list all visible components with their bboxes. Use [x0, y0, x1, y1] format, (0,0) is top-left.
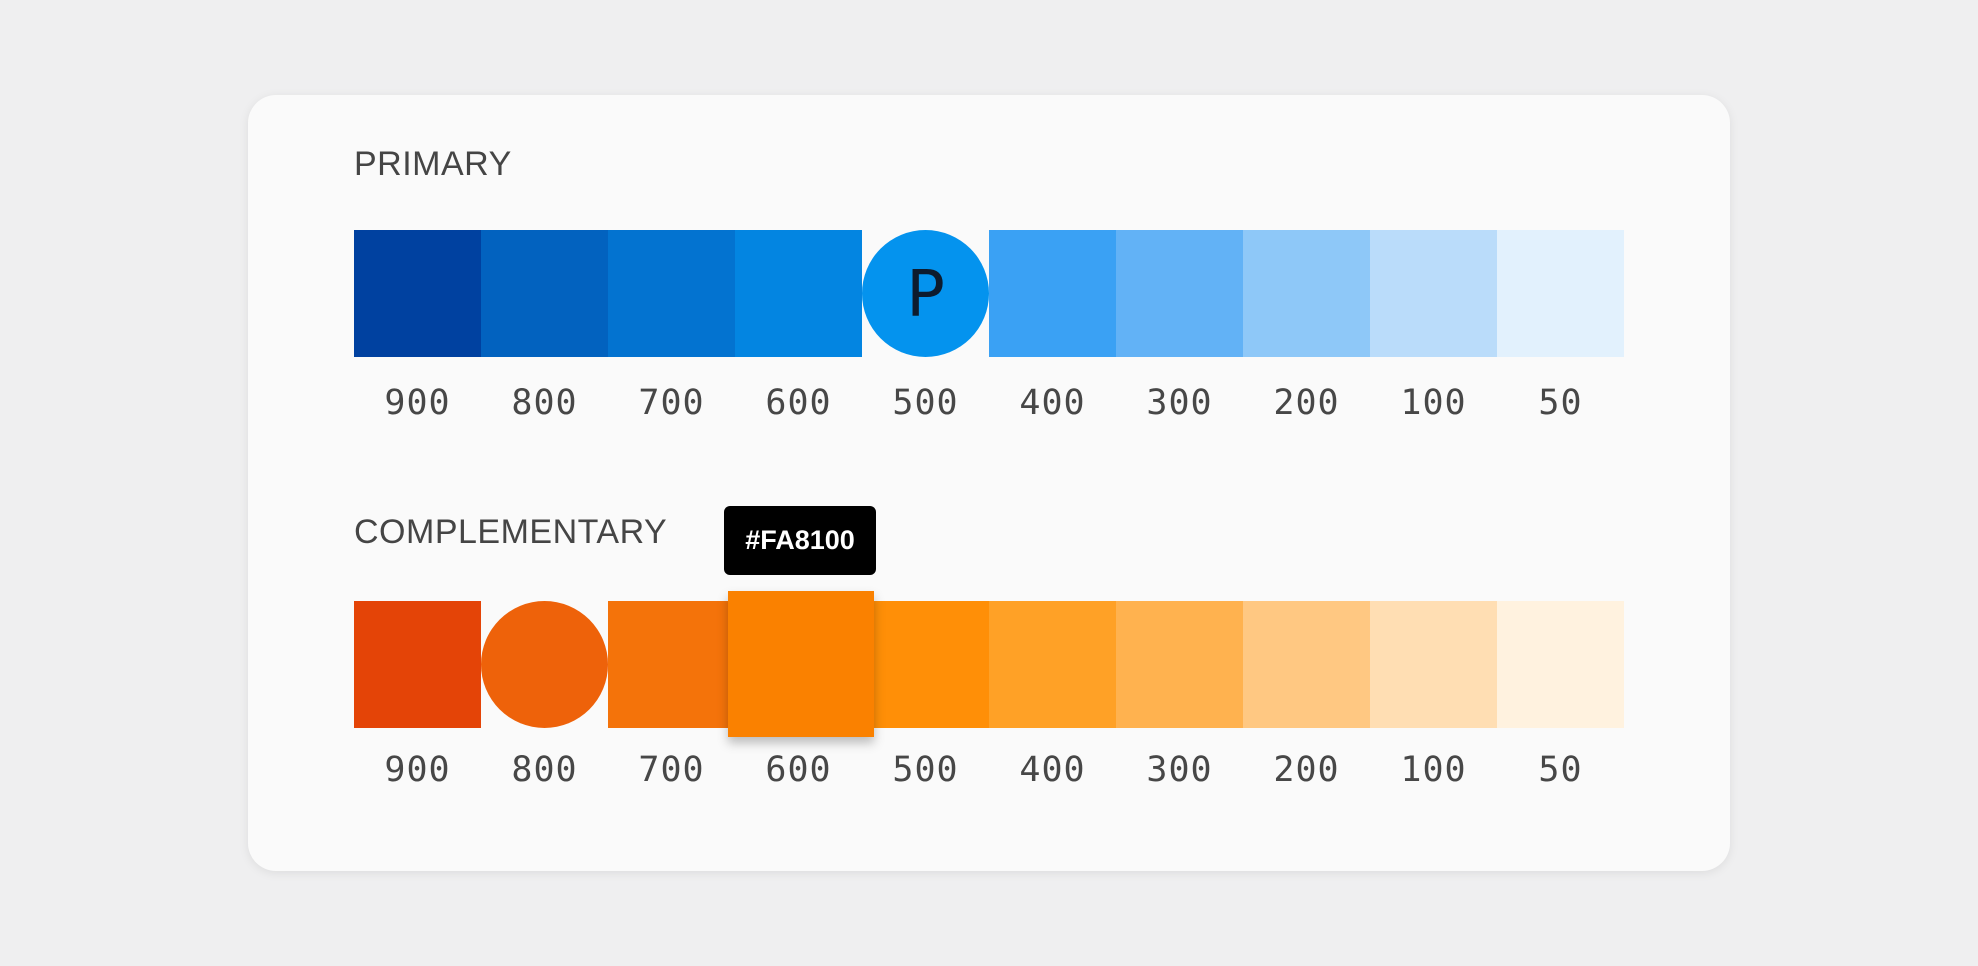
primary-shade-label-900: 900	[384, 383, 451, 423]
primary-shade-label-100: 100	[1400, 383, 1467, 423]
complementary-shade-label-200: 200	[1273, 750, 1340, 790]
color-palette-card: PRIMARY P 900 800 700 600 500 400 300 200 100 50 …	[248, 95, 1730, 871]
primary-title: PRIMARY	[354, 145, 512, 183]
complementary-shade-label-800: 800	[511, 750, 578, 790]
complementary-swatch-row	[354, 591, 1624, 737]
primary-swatch-300[interactable]	[1116, 230, 1243, 357]
primary-shade-label-800: 800	[511, 383, 578, 423]
complementary-shade-label-50: 50	[1538, 750, 1583, 790]
primary-swatch-500[interactable]: P	[862, 230, 989, 357]
complementary-shade-label-600: 600	[765, 750, 832, 790]
primary-shade-label-700: 700	[638, 383, 705, 423]
primary-shade-label-50: 50	[1538, 383, 1583, 423]
complementary-swatch-500[interactable]	[862, 601, 989, 728]
hex-tooltip: #FA8100	[724, 506, 876, 575]
complementary-swatch-200[interactable]	[1243, 601, 1370, 728]
primary-swatch-700[interactable]	[608, 230, 735, 357]
complementary-shade-label-700: 700	[638, 750, 705, 790]
complementary-swatch-100[interactable]	[1370, 601, 1497, 728]
complementary-shade-label-100: 100	[1400, 750, 1467, 790]
primary-swatch-900[interactable]	[354, 230, 481, 357]
primary-shade-label-500: 500	[892, 383, 959, 423]
primary-shade-label-300: 300	[1146, 383, 1213, 423]
primary-swatch-600[interactable]	[735, 230, 862, 357]
primary-swatch-200[interactable]	[1243, 230, 1370, 357]
complementary-swatch-400[interactable]	[989, 601, 1116, 728]
primary-swatch-row: P	[354, 230, 1624, 357]
primary-marker-letter: P	[906, 257, 945, 332]
complementary-title: COMPLEMENTARY	[354, 513, 668, 551]
complementary-swatch-600[interactable]	[728, 591, 874, 737]
primary-shade-label-200: 200	[1273, 383, 1340, 423]
complementary-shade-labels: 900 800 700 600 500 400 300 200 100 50	[354, 750, 1624, 790]
complementary-shade-label-900: 900	[384, 750, 451, 790]
complementary-swatch-700[interactable]	[608, 601, 735, 728]
complementary-shade-label-500: 500	[892, 750, 959, 790]
complementary-swatch-800[interactable]	[481, 601, 608, 728]
primary-shade-label-400: 400	[1019, 383, 1086, 423]
complementary-shade-label-400: 400	[1019, 750, 1086, 790]
primary-swatch-400[interactable]	[989, 230, 1116, 357]
primary-shade-label-600: 600	[765, 383, 832, 423]
primary-swatch-50[interactable]	[1497, 230, 1624, 357]
complementary-swatch-900[interactable]	[354, 601, 481, 728]
complementary-shade-label-300: 300	[1146, 750, 1213, 790]
complementary-swatch-300[interactable]	[1116, 601, 1243, 728]
complementary-swatch-50[interactable]	[1497, 601, 1624, 728]
primary-swatch-800[interactable]	[481, 230, 608, 357]
primary-swatch-100[interactable]	[1370, 230, 1497, 357]
primary-shade-labels: 900 800 700 600 500 400 300 200 100 50	[354, 383, 1624, 423]
